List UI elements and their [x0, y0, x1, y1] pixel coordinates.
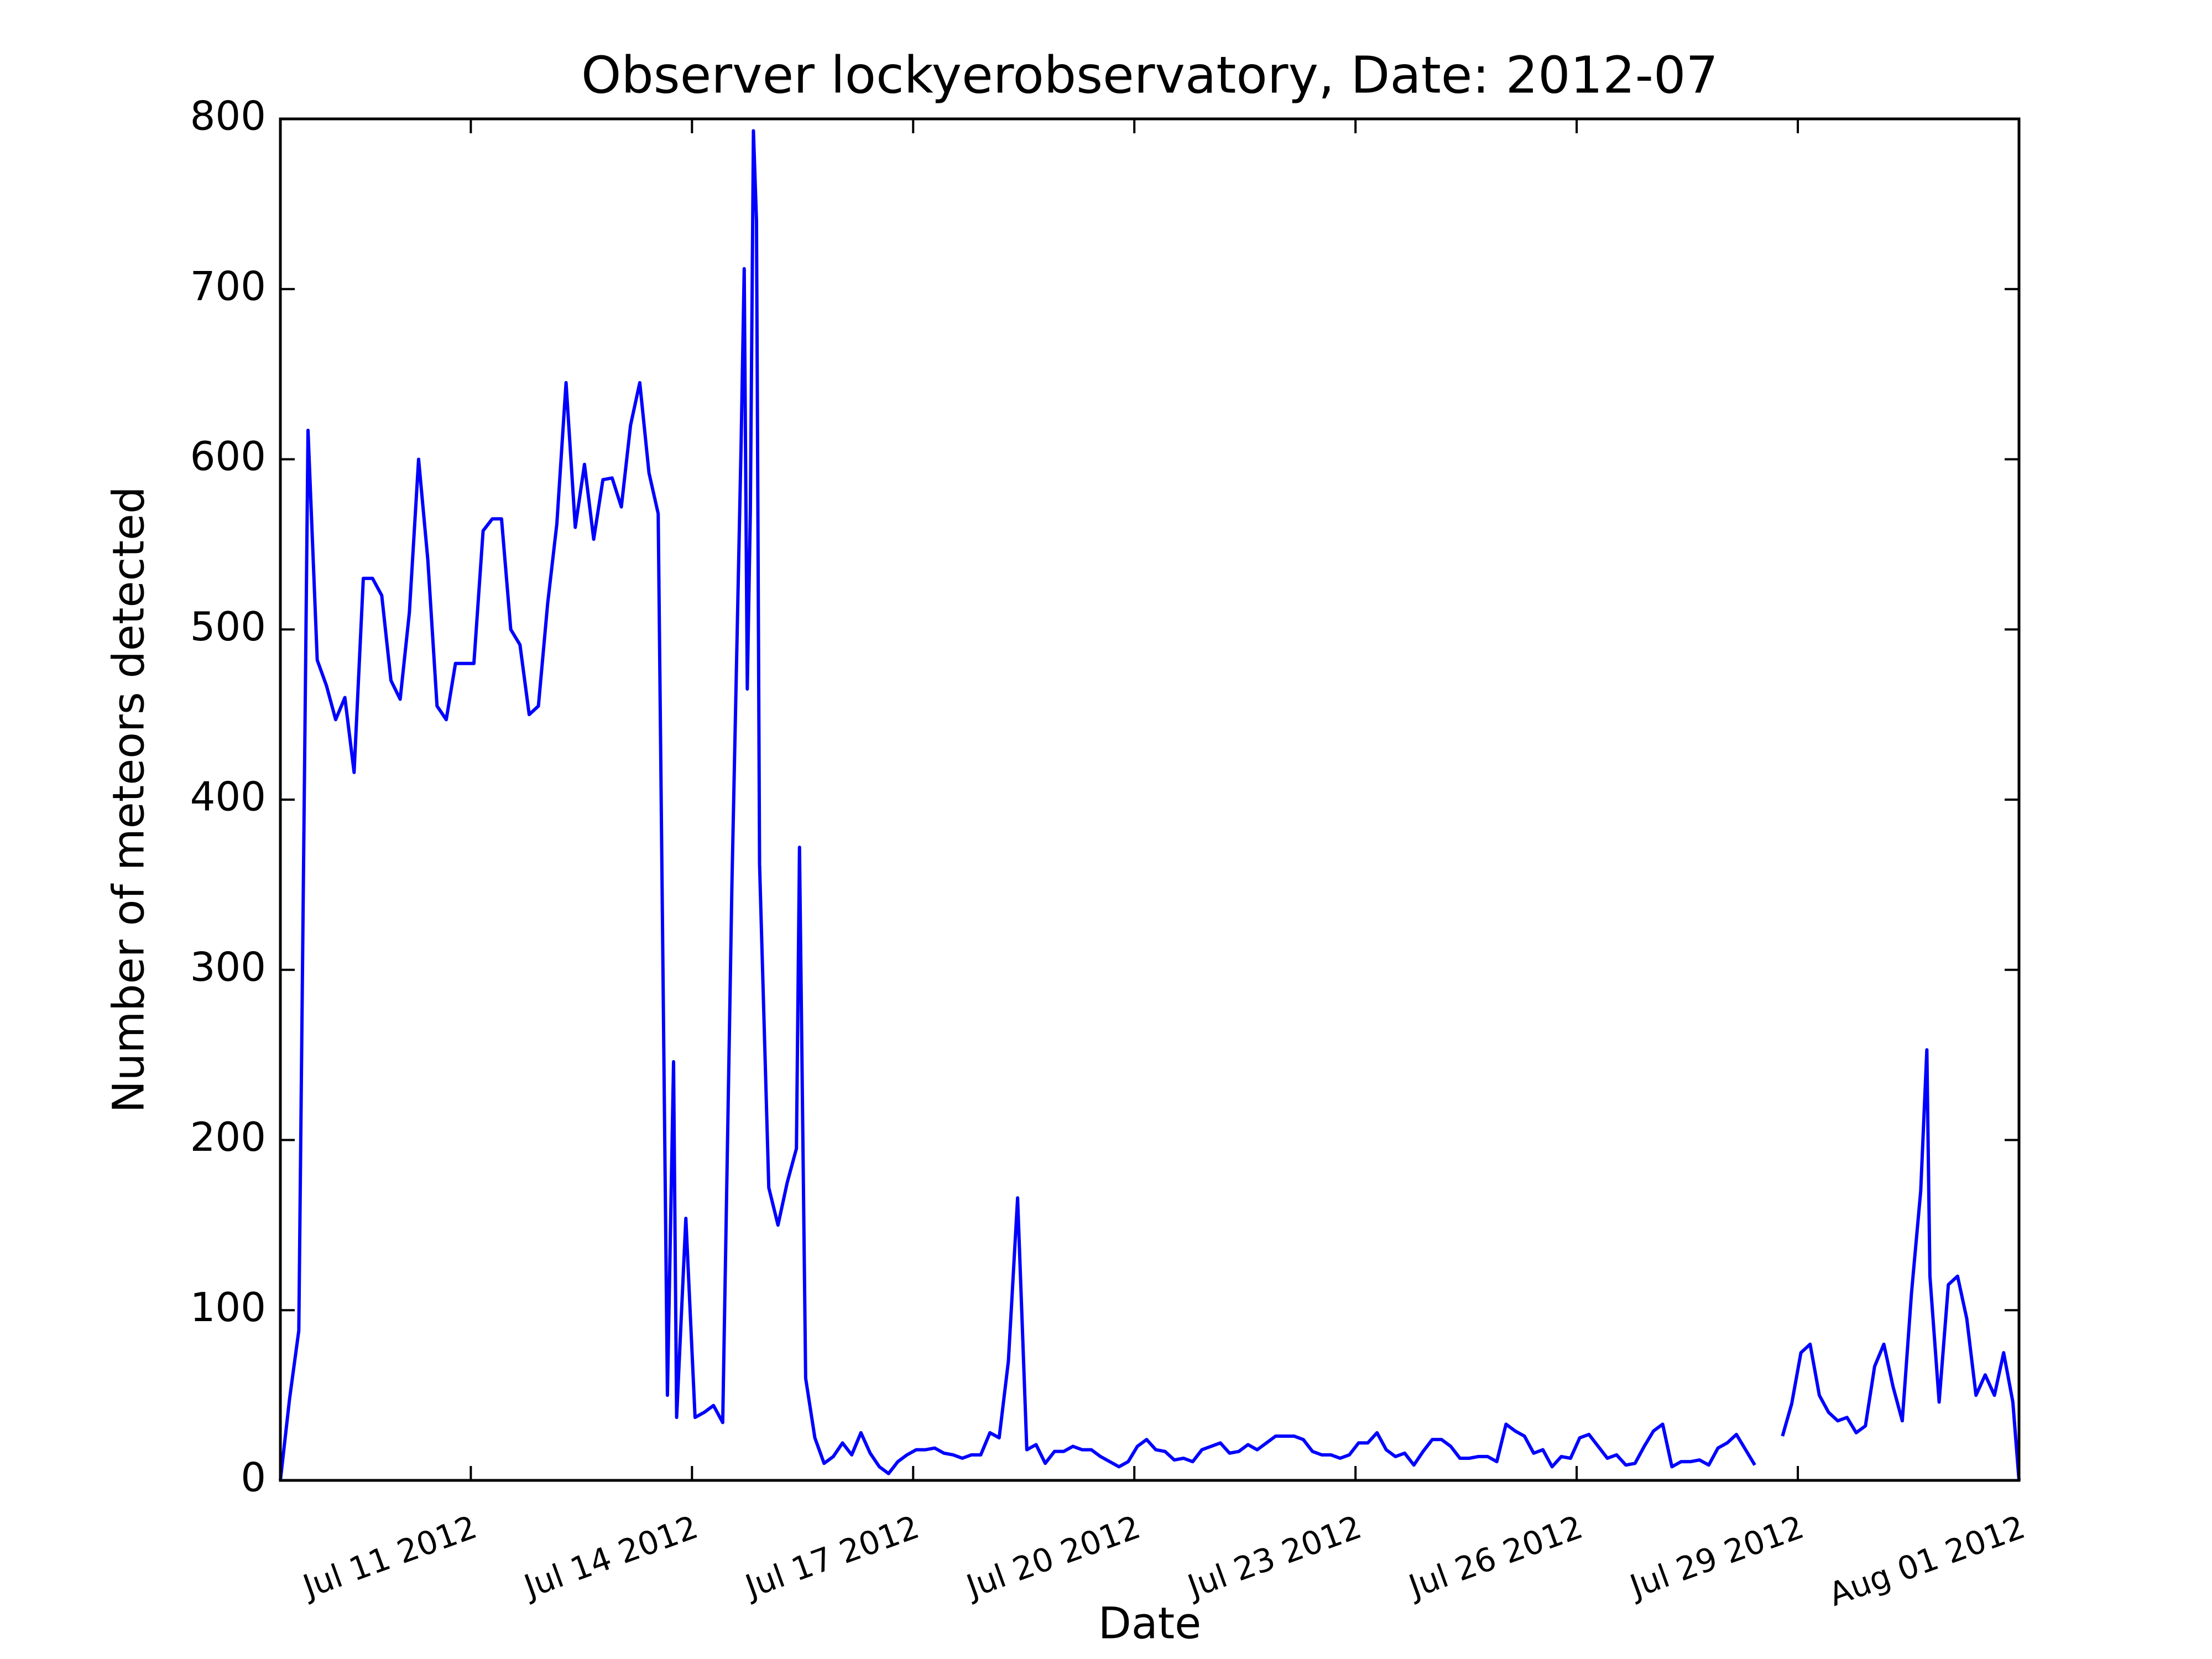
- chart-title: Observer lockyerobservatory, Date: 2012-…: [581, 45, 1718, 105]
- y-tick-label: 800: [190, 93, 266, 139]
- y-tick-label: 500: [190, 603, 266, 650]
- y-tick-label: 700: [190, 263, 266, 309]
- y-tick-label: 0: [241, 1454, 266, 1501]
- y-tick-label: 100: [190, 1284, 266, 1331]
- y-tick-label: 600: [190, 433, 266, 479]
- y-axis-label: Number of meteors detected: [104, 487, 154, 1113]
- y-tick-label: 200: [190, 1114, 266, 1160]
- data-line: [279, 129, 2021, 1481]
- plot-frame: [279, 117, 2021, 1482]
- y-tick-label: 400: [190, 774, 266, 820]
- y-tick-label: 300: [190, 943, 266, 990]
- x-axis-label: Date: [1098, 1599, 1201, 1648]
